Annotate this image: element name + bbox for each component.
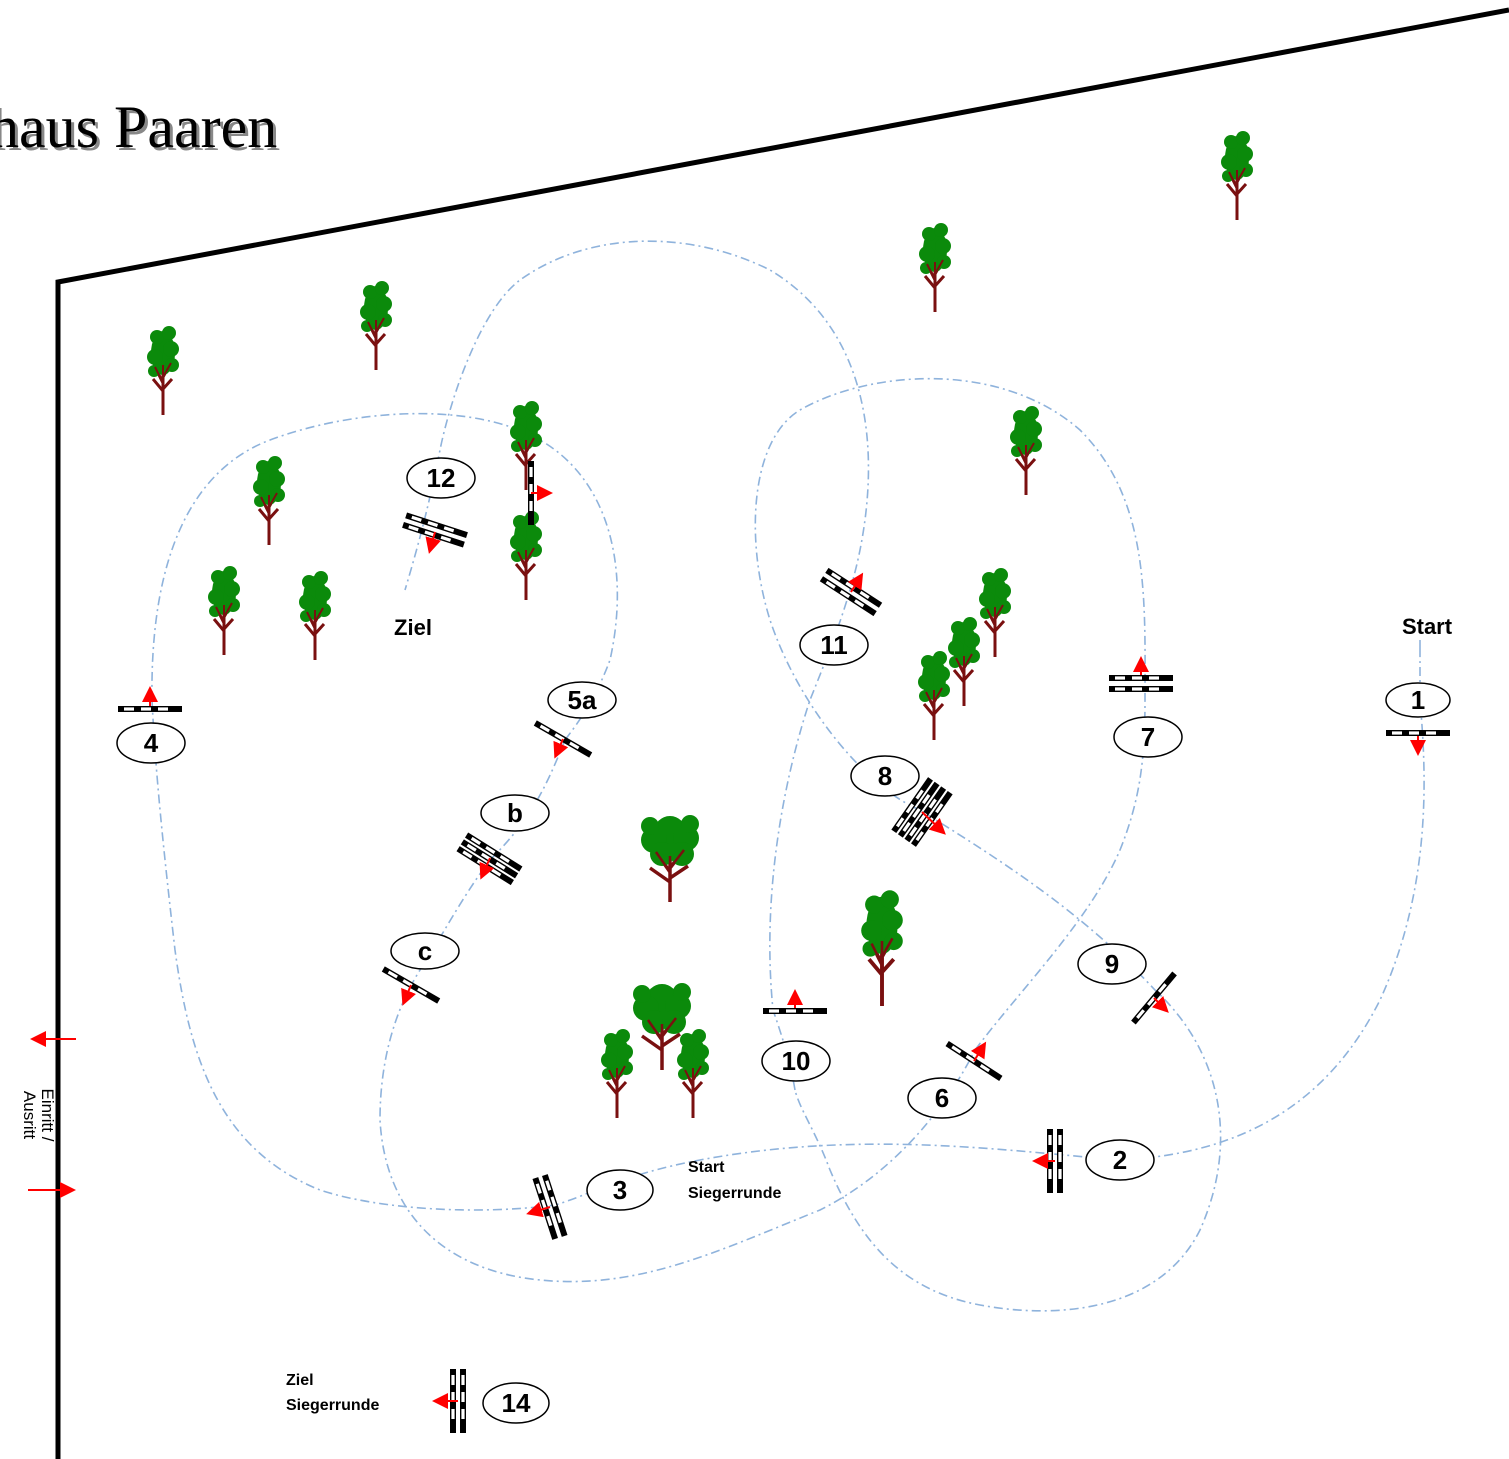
fence-7	[1109, 656, 1173, 692]
obstacle-number-10: 10	[761, 1040, 831, 1082]
arrow-12	[425, 531, 441, 554]
fence-1	[1386, 730, 1450, 756]
arena-border	[55, 7, 1509, 1459]
obstacle-number-1: 1	[1385, 682, 1451, 718]
svg-text:3: 3	[613, 1175, 627, 1205]
svg-text:Einritt /: Einritt /	[38, 1089, 57, 1142]
start-label: Start	[1402, 614, 1453, 639]
start-winner-round-label-1: Start	[688, 1159, 725, 1176]
svg-text:1: 1	[1411, 685, 1425, 715]
obstacle-number-9: 9	[1077, 943, 1147, 985]
fence-4	[118, 686, 182, 712]
svg-text:12: 12	[427, 463, 456, 493]
obstacle-number-11: 11	[799, 624, 869, 666]
arrow-6	[970, 1041, 987, 1062]
svg-text:7: 7	[1141, 722, 1155, 752]
obstacle-number-4: 4	[116, 722, 186, 764]
svg-text:9: 9	[1105, 949, 1119, 979]
finish-winner-round-label-1: Ziel	[286, 1372, 314, 1389]
svg-text:Ausritt: Ausritt	[20, 1091, 39, 1139]
obstacle-number-5c: c	[390, 932, 460, 970]
start-winner-round-label-2: Siegerrunde	[688, 1185, 781, 1202]
svg-text:2: 2	[1113, 1145, 1127, 1175]
arrow-3	[526, 1201, 551, 1218]
arrow-8	[921, 811, 946, 835]
svg-text:10: 10	[782, 1046, 811, 1076]
obstacle-number-6: 6	[907, 1077, 977, 1119]
obstacle-number-14: 14	[482, 1382, 550, 1424]
svg-text:8: 8	[878, 761, 892, 791]
obstacle-number-7: 7	[1113, 716, 1183, 758]
svg-text:b: b	[507, 798, 523, 828]
svg-text:11: 11	[820, 630, 848, 660]
arrow-11	[847, 572, 864, 593]
obstacle-number-5a: 5a	[547, 681, 617, 719]
fence-12	[402, 512, 468, 548]
gate-label: Einritt / Ausritt	[20, 1089, 57, 1142]
course-path	[151, 240, 1425, 1312]
arrow-5b	[479, 857, 495, 880]
svg-text:4: 4	[144, 728, 159, 758]
arrow-5a	[553, 738, 569, 759]
obstacle-number-5b: b	[480, 794, 550, 832]
svg-text:6: 6	[935, 1083, 949, 1113]
fence-10	[763, 989, 827, 1014]
finish-winner-round-label-2: Siegerrunde	[286, 1397, 379, 1414]
svg-text:5a: 5a	[568, 685, 597, 715]
obstacle-number-2: 2	[1085, 1139, 1155, 1181]
obstacle-number-3: 3	[586, 1169, 654, 1211]
obstacle-number-8: 8	[850, 755, 920, 797]
arrow-9	[1151, 995, 1169, 1013]
course-title: haus Paaren	[0, 97, 280, 163]
arrow-5c	[401, 984, 416, 1006]
finish-label: Ziel	[394, 615, 432, 640]
course-title-shadow: haus Paaren	[0, 94, 277, 160]
obstacle-number-12: 12	[406, 457, 476, 499]
svg-text:14: 14	[502, 1388, 531, 1418]
svg-text:c: c	[418, 936, 432, 966]
